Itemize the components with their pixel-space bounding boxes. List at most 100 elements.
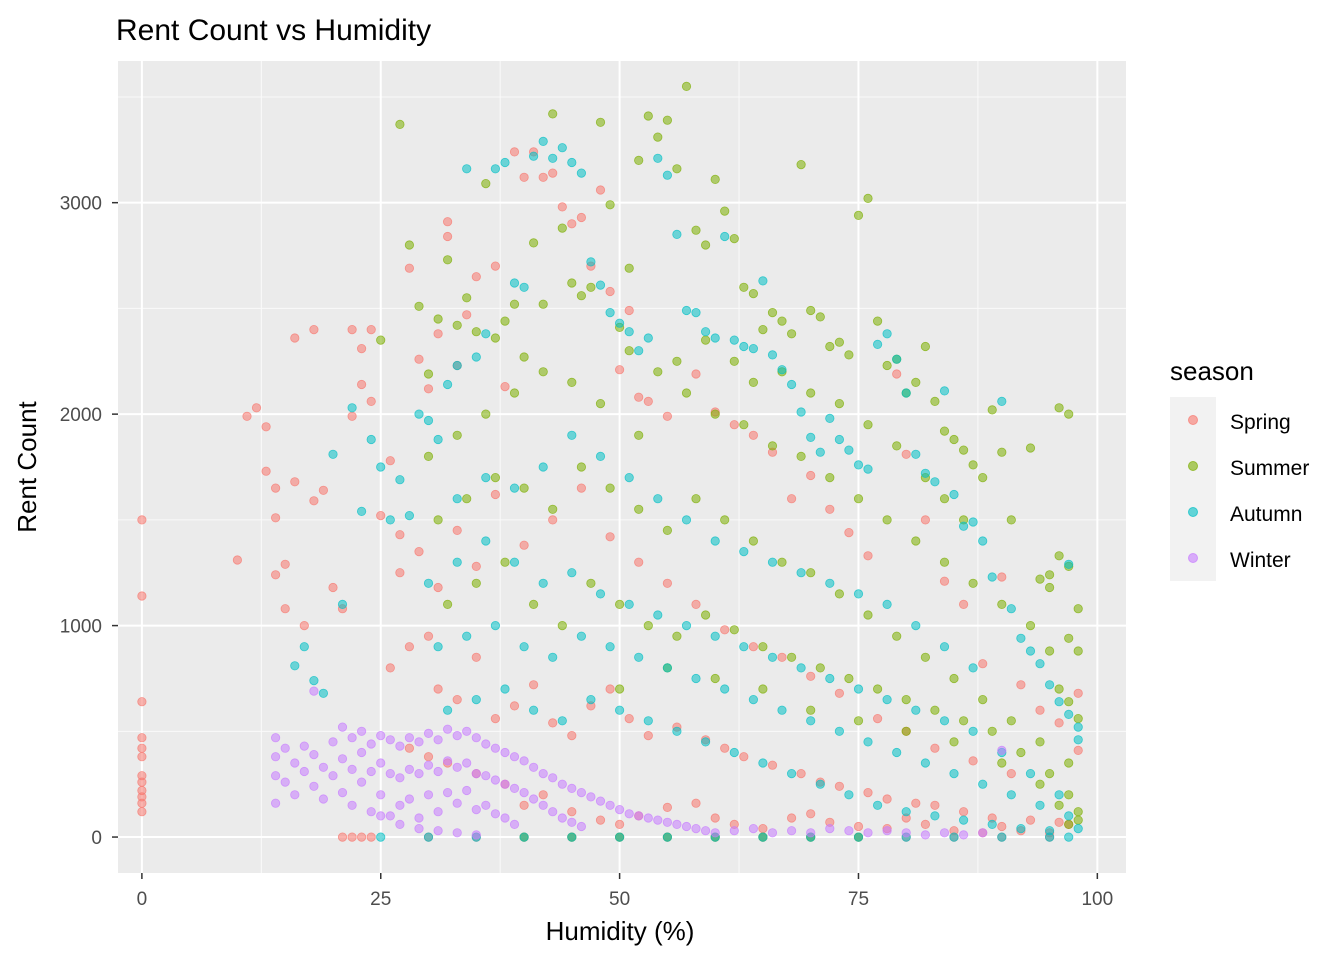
- point-autumn: [356, 506, 367, 516]
- point-summer: [1006, 515, 1016, 525]
- point-summer: [796, 451, 806, 461]
- point-autumn: [605, 307, 615, 318]
- point-spring: [853, 821, 864, 832]
- point-autumn: [777, 705, 787, 715]
- x-tick-label: 50: [609, 889, 630, 910]
- point-autumn: [758, 832, 768, 842]
- point-summer: [901, 726, 911, 736]
- point-summer: [1045, 768, 1055, 779]
- point-winter: [548, 807, 558, 817]
- point-summer: [672, 356, 682, 366]
- point-spring: [442, 231, 453, 242]
- point-summer: [939, 426, 950, 436]
- point-spring: [691, 369, 701, 379]
- minor-gridlines: [118, 61, 1126, 873]
- point-summer: [1025, 443, 1036, 453]
- point-spring: [863, 787, 873, 798]
- point-summer: [729, 356, 739, 366]
- point-autumn: [653, 494, 663, 504]
- point-spring: [643, 396, 653, 406]
- point-winter: [414, 813, 424, 823]
- point-spring: [548, 515, 558, 525]
- point-spring: [309, 324, 319, 335]
- point-winter: [270, 733, 281, 743]
- point-winter: [280, 743, 290, 753]
- point-summer: [433, 314, 443, 324]
- point-autumn: [452, 494, 462, 504]
- point-summer: [863, 193, 873, 203]
- point-summer: [758, 642, 768, 652]
- point-winter: [414, 737, 424, 747]
- point-winter: [337, 722, 348, 732]
- point-winter: [442, 787, 453, 798]
- point-autumn: [958, 521, 969, 531]
- point-winter: [519, 756, 529, 766]
- point-summer: [509, 299, 520, 309]
- point-spring: [786, 494, 797, 504]
- point-summer: [1064, 697, 1074, 707]
- point-autumn: [681, 305, 692, 316]
- point-summer: [643, 620, 653, 631]
- point-spring: [385, 663, 395, 673]
- point-autumn: [500, 684, 510, 694]
- point-autumn: [385, 515, 395, 525]
- point-autumn: [414, 409, 424, 419]
- point-autumn: [586, 257, 596, 267]
- point-winter: [356, 726, 367, 736]
- point-winter: [519, 787, 529, 798]
- point-spring: [930, 743, 940, 753]
- point-summer: [739, 420, 749, 430]
- point-autumn: [863, 464, 873, 474]
- point-autumn: [624, 327, 634, 337]
- point-summer: [528, 599, 539, 610]
- point-autumn: [720, 684, 730, 694]
- point-autumn: [853, 589, 864, 599]
- point-autumn: [624, 472, 634, 483]
- point-autumn: [825, 578, 835, 588]
- point-spring: [1016, 680, 1026, 690]
- point-autumn: [1025, 646, 1036, 656]
- point-autumn: [1064, 832, 1074, 842]
- point-autumn: [1054, 790, 1064, 800]
- point-autumn: [987, 572, 997, 582]
- point-spring: [624, 305, 634, 316]
- point-autumn: [872, 800, 883, 810]
- point-autumn: [691, 307, 701, 318]
- point-spring: [347, 324, 357, 335]
- point-autumn: [481, 536, 491, 546]
- point-summer: [806, 705, 816, 715]
- point-summer: [624, 263, 634, 273]
- point-summer: [748, 288, 759, 299]
- legend-key-background: [1170, 397, 1216, 581]
- point-autumn: [853, 460, 864, 470]
- point-autumn: [844, 790, 854, 800]
- legend-label-winter: Winter: [1230, 549, 1291, 572]
- point-summer: [806, 568, 816, 578]
- point-spring: [806, 809, 816, 819]
- point-spring: [423, 631, 434, 641]
- point-summer: [892, 441, 902, 451]
- point-autumn: [758, 276, 768, 286]
- point-winter: [452, 828, 462, 838]
- point-winter: [433, 826, 443, 836]
- point-summer: [624, 346, 634, 356]
- point-autumn: [968, 726, 978, 736]
- x-tick-label: 75: [848, 889, 869, 910]
- point-summer: [863, 420, 873, 430]
- point-summer: [672, 631, 682, 641]
- point-autumn: [1073, 722, 1083, 732]
- point-spring: [280, 604, 290, 614]
- point-winter: [423, 790, 434, 800]
- point-autumn: [796, 663, 806, 673]
- point-summer: [700, 335, 711, 345]
- point-summer: [509, 388, 520, 398]
- point-winter: [595, 796, 606, 806]
- point-winter: [404, 733, 414, 743]
- point-summer: [748, 536, 759, 546]
- point-autumn: [528, 705, 539, 715]
- point-summer: [490, 333, 500, 343]
- point-winter: [366, 766, 376, 777]
- point-winter: [318, 794, 328, 804]
- point-winter: [500, 779, 510, 789]
- y-axis-ticks: 0 1000 2000 3000: [60, 194, 118, 849]
